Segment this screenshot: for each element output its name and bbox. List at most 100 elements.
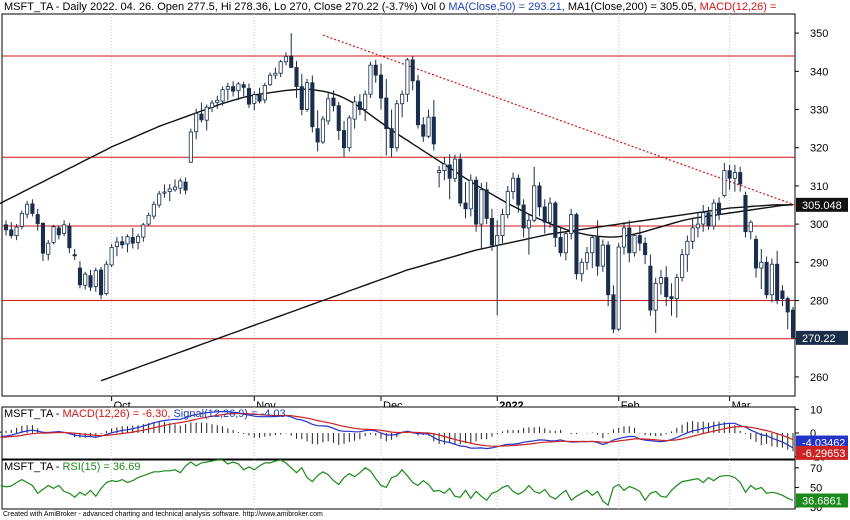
candle-up <box>590 237 595 254</box>
candle-down <box>458 158 463 204</box>
candle-up <box>400 93 405 105</box>
candle-up <box>368 64 373 95</box>
candle-up <box>215 99 220 104</box>
y-tick-label: 330 <box>810 105 828 117</box>
candle-up <box>479 189 484 225</box>
candle-up <box>632 235 637 254</box>
candle-down <box>357 101 362 110</box>
candle-up <box>146 214 151 225</box>
candle-down <box>56 227 61 236</box>
candle-down <box>775 263 780 301</box>
candle-up <box>104 263 109 295</box>
y-tick-label: 0 <box>810 428 816 440</box>
candle-down <box>72 254 77 257</box>
candle-up <box>437 170 442 173</box>
candle-up <box>695 223 700 229</box>
candle-down <box>120 241 125 246</box>
candle-down <box>331 97 336 107</box>
candle-up <box>157 193 162 206</box>
candle-up <box>194 112 199 133</box>
candle-down <box>421 124 426 137</box>
candle-up <box>600 244 605 267</box>
candle-down <box>780 290 785 299</box>
candle-up <box>584 252 590 263</box>
rsi-value-label-box <box>796 493 848 508</box>
candle-down <box>310 82 315 128</box>
candle-up <box>125 236 130 245</box>
candle-up <box>141 224 146 238</box>
candle-up <box>326 98 331 122</box>
candle-up <box>653 282 658 311</box>
price-panel: 260270280290300310320330340350OctNovDec2… <box>0 13 848 412</box>
y-tick-label: 280 <box>810 296 828 308</box>
candle-down <box>9 229 14 236</box>
candle-up <box>547 202 553 223</box>
candle-up <box>769 263 774 296</box>
candle-up <box>468 179 473 210</box>
candle-down <box>257 94 262 102</box>
candle-up <box>563 233 568 254</box>
candle-down <box>373 64 378 76</box>
signal-legend: Signal(12,26,9) = -4.03 <box>173 408 286 420</box>
candle-down <box>199 113 204 121</box>
candle-down <box>88 275 93 288</box>
candle-down <box>484 189 489 219</box>
candle-up <box>394 103 399 149</box>
signal-line <box>0 412 794 447</box>
candle-up <box>178 180 183 189</box>
candle-down <box>790 309 796 339</box>
y-tick-label: 320 <box>810 143 828 155</box>
candle-down <box>643 242 648 256</box>
candle-up <box>320 118 325 143</box>
candle-down <box>664 277 669 298</box>
candle-up <box>262 85 267 101</box>
candle-up <box>268 74 273 86</box>
candle-down <box>717 202 722 215</box>
candle-down <box>299 86 304 110</box>
candle-up <box>701 212 706 225</box>
candle-down <box>315 128 320 143</box>
macd-panel-title: MSFT_TA - MACD(12,26) = -6.30, Signal(12… <box>4 408 286 421</box>
candle-down <box>542 206 547 223</box>
candle-down <box>489 217 494 246</box>
candle-down <box>130 237 135 244</box>
candle-up <box>114 241 119 248</box>
candle-up <box>167 188 172 193</box>
candle-up <box>690 227 695 242</box>
candle-up <box>452 158 457 179</box>
candle-down <box>727 170 732 179</box>
candle-up <box>442 163 447 172</box>
candle-down <box>30 203 35 214</box>
macd-title-prefix: MSFT_TA - <box>4 408 63 420</box>
candle-down <box>289 55 294 68</box>
candle-up <box>722 170 727 196</box>
rsi-value-label: 36.6861 <box>802 495 842 507</box>
candle-down <box>785 298 790 313</box>
candle-up <box>172 186 178 191</box>
candle-down <box>627 227 632 254</box>
rsi-plot-frame <box>1 459 796 510</box>
candle-down <box>574 214 579 275</box>
footer-credit: Created with AmiBroker - advanced charti… <box>3 511 323 518</box>
candle-down <box>35 214 40 225</box>
candle-down <box>553 202 558 238</box>
y-tick-label: 310 <box>810 181 828 193</box>
candle-up <box>500 214 505 236</box>
candle-up <box>93 270 98 287</box>
candle-down <box>537 185 542 208</box>
candle-down <box>342 130 347 149</box>
candle-up <box>685 240 690 256</box>
ma200-value-label-box <box>796 197 848 212</box>
candle-down <box>431 116 436 145</box>
candle-up <box>732 172 737 179</box>
y-tick-label: 300 <box>810 219 828 231</box>
candle-up <box>151 203 156 217</box>
rsi-legend: RSI(15) = 36.69 <box>62 461 141 473</box>
y-tick-label: 340 <box>810 66 828 78</box>
candle-down <box>99 269 104 296</box>
rsi-panel-title: MSFT_TA - RSI(15) = 36.69 <box>4 461 140 474</box>
candle-down <box>389 128 394 149</box>
candle-down <box>378 74 384 99</box>
